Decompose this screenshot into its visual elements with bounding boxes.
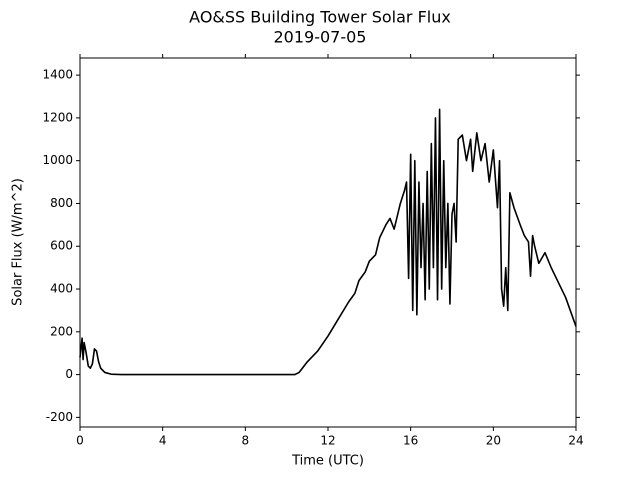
x-tick-label: 24 <box>568 434 583 448</box>
y-tick-label: 1200 <box>42 110 73 124</box>
x-tick-label: 12 <box>320 434 335 448</box>
y-tick-label: 400 <box>50 282 73 296</box>
chart-subtitle: 2019-07-05 <box>274 28 367 47</box>
y-tick-label: 1400 <box>42 68 73 82</box>
y-tick-label: 800 <box>50 196 73 210</box>
y-tick-label: -200 <box>46 410 73 424</box>
plot-frame <box>79 57 577 428</box>
y-tick-label: 200 <box>50 324 73 338</box>
x-tick-label: 20 <box>486 434 501 448</box>
y-tick-label: 1000 <box>42 153 73 167</box>
line-series <box>79 108 577 376</box>
y-tick-label: 600 <box>50 239 73 253</box>
y-axis-label: Solar Flux (W/m^2) <box>11 178 26 306</box>
chart-title: AO&SS Building Tower Solar Flux <box>189 8 451 27</box>
x-tick-label: 8 <box>242 434 250 448</box>
x-axis-label: Time (UTC) <box>291 454 364 469</box>
x-tick-label: 4 <box>159 434 167 448</box>
x-tick-label: 16 <box>403 434 418 448</box>
y-tick-label: 0 <box>65 367 73 381</box>
x-tick-label: 0 <box>76 434 84 448</box>
